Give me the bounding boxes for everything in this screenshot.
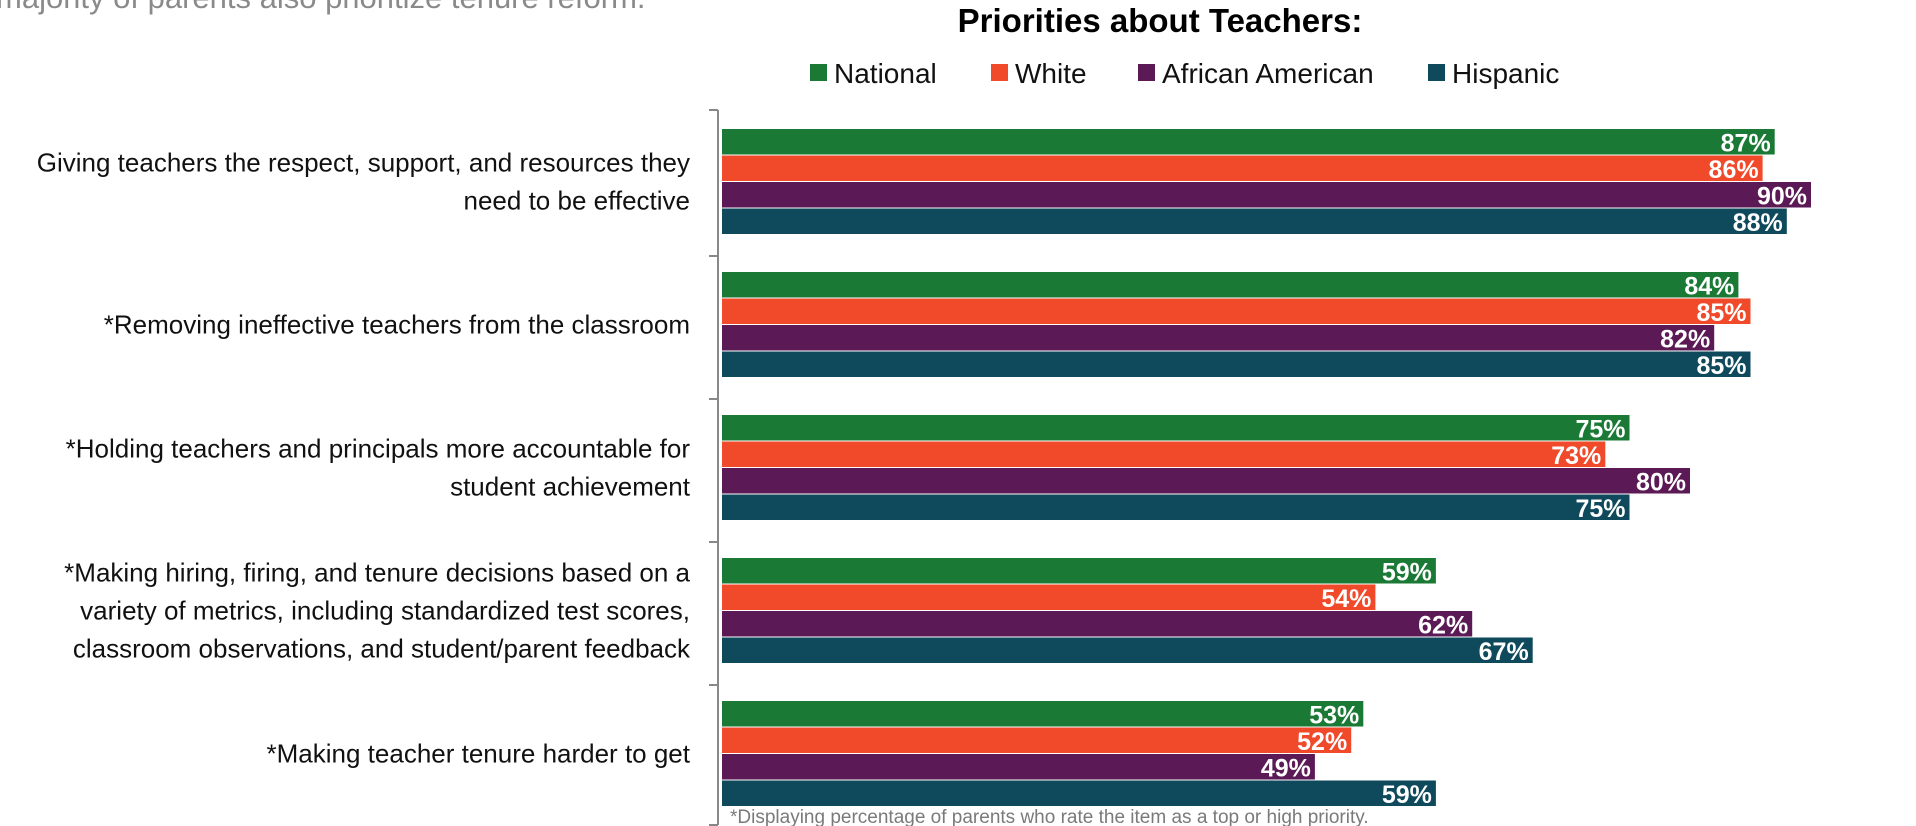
category-label: need to be effective (464, 186, 690, 216)
data-label: 85% (1696, 352, 1746, 380)
bar-national (722, 272, 1739, 298)
bar-hispanic (722, 494, 1630, 520)
data-label: 54% (1321, 585, 1371, 613)
data-label: 90% (1757, 183, 1807, 211)
category-label: Giving teachers the respect, support, an… (37, 148, 690, 178)
data-label: 67% (1479, 638, 1529, 666)
chart-legend: National White African American Hispanic (810, 58, 1559, 89)
bar-national (722, 129, 1775, 155)
data-label: 84% (1684, 273, 1734, 301)
category-axis (709, 109, 719, 826)
category-label: classroom observations, and student/pare… (73, 634, 691, 664)
legend-label-white: White (1015, 58, 1087, 89)
chart-footnote: *Displaying percentage of parents who ra… (730, 807, 1369, 826)
chart-title: Priorities about Teachers: (958, 2, 1363, 39)
legend-swatch-national (810, 64, 827, 81)
bar-hispanic (722, 208, 1787, 234)
data-label: 82% (1660, 326, 1710, 354)
data-label: 59% (1382, 559, 1432, 587)
data-label: 62% (1418, 612, 1468, 640)
legend-swatch-white (991, 64, 1008, 81)
bar-series (722, 129, 1811, 806)
category-label: *Making hiring, firing, and tenure decis… (64, 558, 690, 588)
legend-swatch-african-american (1138, 64, 1155, 81)
data-label: 75% (1575, 495, 1625, 523)
bar-african-american (722, 611, 1473, 637)
bar-african-american (722, 754, 1315, 780)
bar-white (722, 298, 1751, 324)
bar-hispanic (722, 351, 1751, 377)
legend-label-hispanic: Hispanic (1452, 58, 1559, 89)
bar-white (722, 727, 1352, 753)
bar-hispanic (722, 637, 1533, 663)
slide-subtitle: majority of parents also prioritize tenu… (0, 0, 646, 15)
data-label: 85% (1696, 299, 1746, 327)
category-label: student achievement (450, 472, 691, 502)
bar-african-american (722, 325, 1715, 351)
legend-swatch-hispanic (1428, 64, 1445, 81)
legend-label-african-american: African American (1162, 58, 1374, 89)
bar-white (722, 155, 1763, 181)
category-label: variety of metrics, including standardiz… (80, 596, 690, 626)
bar-white (722, 584, 1376, 610)
category-label: *Holding teachers and principals more ac… (66, 434, 691, 464)
data-label: 52% (1297, 728, 1347, 756)
bar-white (722, 441, 1606, 467)
data-label: 88% (1733, 209, 1783, 237)
category-label: *Making teacher tenure harder to get (267, 739, 691, 769)
data-label: 59% (1382, 781, 1432, 809)
bar-african-american (722, 468, 1690, 494)
bar-national (722, 701, 1364, 727)
category-label: *Removing ineffective teachers from the … (104, 310, 690, 340)
data-labels: 87%86%90%88%84%85%82%85%75%73%80%75%59%5… (1261, 130, 1807, 810)
data-label: 80% (1636, 469, 1686, 497)
bar-african-american (722, 182, 1811, 208)
data-label: 87% (1721, 130, 1771, 158)
bar-national (722, 415, 1630, 441)
bar-national (722, 558, 1436, 584)
category-labels: Giving teachers the respect, support, an… (37, 148, 691, 769)
data-label: 75% (1575, 416, 1625, 444)
data-label: 73% (1551, 442, 1601, 470)
data-label: 53% (1309, 702, 1359, 730)
data-label: 49% (1261, 755, 1311, 783)
bar-hispanic (722, 780, 1436, 806)
data-label: 86% (1709, 156, 1759, 184)
legend-label-national: National (834, 58, 937, 89)
